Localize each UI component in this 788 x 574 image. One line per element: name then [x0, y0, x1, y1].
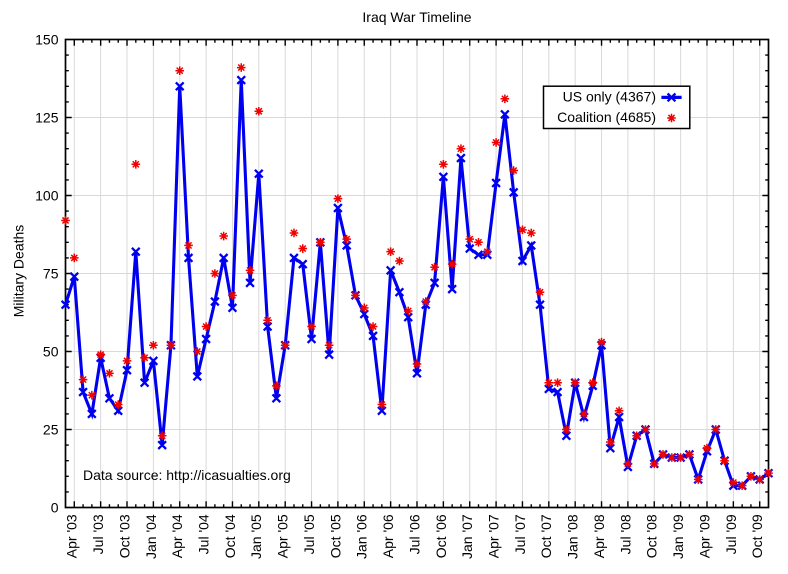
svg-text:Jan '04: Jan '04 — [143, 514, 159, 559]
svg-text:Oct '07: Oct '07 — [538, 514, 554, 558]
svg-text:US only (4367): US only (4367) — [563, 88, 656, 104]
svg-text:100: 100 — [35, 187, 59, 203]
svg-text:Apr '07: Apr '07 — [485, 514, 501, 558]
svg-text:Jul '07: Jul '07 — [512, 514, 528, 554]
svg-text:Jan '07: Jan '07 — [459, 514, 475, 559]
svg-text:Apr '03: Apr '03 — [64, 514, 80, 558]
svg-text:Jul '09: Jul '09 — [723, 514, 739, 554]
svg-text:50: 50 — [43, 343, 59, 359]
svg-text:Oct '04: Oct '04 — [222, 514, 238, 558]
svg-text:75: 75 — [43, 265, 59, 281]
svg-text:150: 150 — [35, 31, 59, 47]
svg-text:Oct '03: Oct '03 — [116, 514, 132, 558]
svg-text:Apr '05: Apr '05 — [275, 514, 291, 558]
svg-text:Jul '06: Jul '06 — [406, 514, 422, 554]
svg-text:Oct '05: Oct '05 — [327, 514, 343, 558]
svg-text:Jul '04: Jul '04 — [196, 514, 212, 554]
svg-text:Jan '09: Jan '09 — [670, 514, 686, 559]
svg-text:Apr '08: Apr '08 — [591, 514, 607, 558]
svg-text:Jan '08: Jan '08 — [565, 514, 581, 559]
svg-text:Jul '08: Jul '08 — [617, 514, 633, 554]
svg-text:Apr '09: Apr '09 — [696, 514, 712, 558]
svg-text:Jul '03: Jul '03 — [90, 514, 106, 554]
svg-text:Jan '06: Jan '06 — [354, 514, 370, 559]
svg-text:Oct '06: Oct '06 — [433, 514, 449, 558]
svg-text:Iraq War Timeline: Iraq War Timeline — [362, 9, 471, 25]
svg-text:Oct '08: Oct '08 — [644, 514, 660, 558]
svg-text:Oct '09: Oct '09 — [749, 514, 765, 558]
svg-text:Coalition (4685): Coalition (4685) — [557, 109, 656, 125]
svg-text:125: 125 — [35, 109, 59, 125]
svg-text:25: 25 — [43, 421, 59, 437]
svg-text:Apr '04: Apr '04 — [169, 514, 185, 558]
svg-text:Military Deaths: Military Deaths — [10, 225, 26, 318]
svg-text:0: 0 — [51, 499, 59, 515]
svg-text:Data source: http://icasualtie: Data source: http://icasualties.org — [83, 467, 291, 483]
svg-text:Jul '05: Jul '05 — [301, 514, 317, 554]
svg-text:Jan '05: Jan '05 — [248, 514, 264, 559]
svg-text:Apr '06: Apr '06 — [380, 514, 396, 558]
